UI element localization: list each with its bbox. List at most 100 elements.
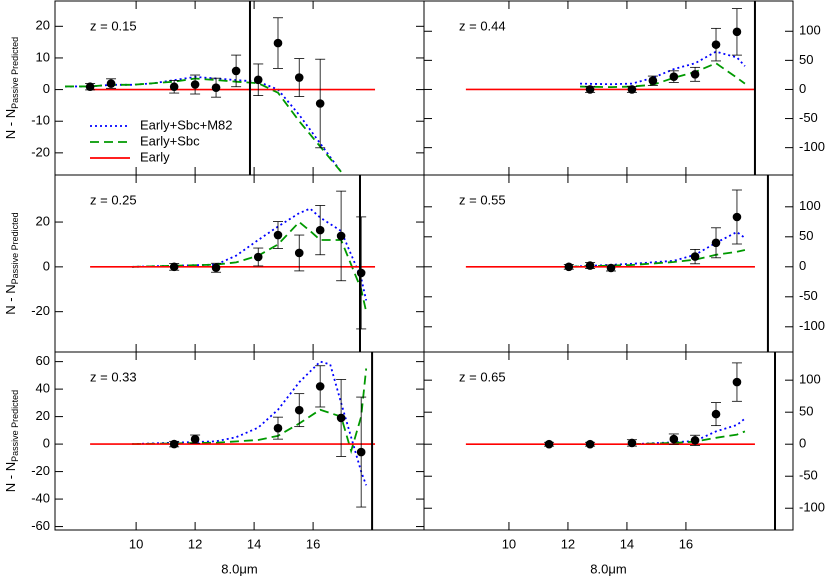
data-point	[294, 405, 304, 415]
y-axis-label: N - NPassive Predicted	[3, 212, 20, 314]
y-axis-label-subscript: Passive Predicted	[10, 390, 20, 462]
data-point	[169, 262, 179, 272]
x-tick-label: 14	[620, 536, 634, 551]
x-axis-label: 8.0μm	[221, 561, 257, 576]
series-line	[631, 430, 746, 446]
data-point	[294, 73, 304, 82]
x-axis-label: 8.0μm	[590, 561, 626, 576]
data-point	[253, 252, 263, 262]
x-tick-label: 16	[306, 536, 320, 551]
data-point	[606, 263, 616, 273]
data-point	[231, 66, 241, 76]
data-point	[169, 439, 179, 449]
data-point	[732, 377, 742, 387]
legend-label: Early+Sbc	[140, 133, 200, 148]
series-line	[131, 220, 368, 312]
y-tick-label: 0	[799, 258, 806, 273]
y-tick-label: -20	[31, 303, 50, 318]
series-line	[131, 207, 368, 301]
data-point	[711, 409, 721, 419]
y-tick-label: 50	[799, 404, 813, 419]
data-point	[315, 382, 325, 391]
data-point	[273, 423, 283, 433]
data-point	[273, 230, 283, 240]
y-tick-label: 100	[799, 372, 821, 387]
y-tick-label: -50	[799, 110, 818, 125]
series-line	[580, 62, 746, 89]
y-tick-label: 10	[36, 49, 50, 64]
data-point	[585, 261, 595, 270]
data-point	[253, 75, 263, 85]
data-point	[544, 439, 554, 449]
data-point	[211, 263, 221, 273]
panel-annotation: z = 0.33	[90, 369, 137, 384]
x-tick-label: 10	[129, 536, 143, 551]
y-tick-label: 50	[799, 228, 813, 243]
data-point	[273, 38, 283, 48]
x-tick-label: 14	[247, 536, 261, 551]
y-tick-label: 0	[799, 436, 806, 451]
data-point	[627, 85, 637, 94]
data-point	[690, 436, 700, 445]
y-axis-label-subscript: Passive Predicted	[10, 212, 20, 284]
y-axis-label: N - NPassive Predicted	[3, 390, 20, 492]
y-axis-label-main: N - N	[3, 109, 18, 139]
data-point	[356, 447, 366, 457]
panel-annotation: z = 0.44	[459, 18, 506, 33]
data-point	[669, 72, 679, 81]
legend-label: Early+Sbc+M82	[140, 117, 233, 132]
y-tick-label: -60	[31, 518, 50, 533]
data-point	[294, 248, 304, 258]
data-point	[564, 262, 574, 272]
data-point	[336, 231, 346, 241]
panel-annotation: z = 0.55	[459, 192, 506, 207]
x-tick-label: 16	[679, 536, 693, 551]
data-point	[585, 439, 595, 449]
series-line	[131, 368, 368, 455]
series-line	[65, 76, 342, 173]
data-point	[669, 434, 679, 444]
data-point	[711, 40, 721, 49]
y-tick-label: -40	[31, 491, 50, 506]
series-line	[569, 230, 746, 268]
y-tick-label: 20	[36, 213, 50, 228]
y-tick-label: -20	[31, 144, 50, 159]
y-tick-label: -50	[799, 288, 818, 303]
data-point	[627, 438, 637, 448]
data-point	[169, 82, 179, 92]
y-tick-label: -100	[799, 139, 825, 154]
panel-annotation: z = 0.65	[459, 369, 506, 384]
series-line	[631, 417, 746, 446]
y-tick-label: 0	[43, 436, 50, 451]
data-point	[690, 252, 700, 261]
y-tick-label: 0	[799, 81, 806, 96]
panel-annotation: z = 0.25	[90, 192, 137, 207]
data-point	[190, 80, 200, 89]
y-tick-label: -100	[799, 500, 825, 515]
data-point	[732, 212, 742, 222]
data-point	[336, 413, 346, 423]
x-tick-label: 12	[188, 536, 202, 551]
data-point	[356, 268, 366, 278]
legend-label: Early	[140, 149, 170, 164]
panel-frame	[423, 351, 794, 531]
y-axis-label: N - NPassive Predicted	[3, 37, 20, 139]
y-tick-label: -100	[799, 318, 825, 333]
y-tick-label: -50	[799, 468, 818, 483]
series-line	[569, 249, 746, 268]
y-tick-label: 100	[799, 23, 821, 38]
panel-annotation: z = 0.15	[90, 18, 137, 33]
data-point	[85, 82, 95, 92]
y-axis-label-main: N - N	[3, 284, 18, 314]
data-point	[711, 238, 721, 248]
y-tick-label: 60	[36, 353, 50, 368]
x-tick-label: 10	[502, 536, 516, 551]
y-tick-label: 20	[36, 408, 50, 423]
series-line	[580, 50, 746, 86]
data-point	[190, 434, 200, 444]
y-tick-label: 100	[799, 198, 821, 213]
data-point	[315, 99, 325, 108]
y-axis-label-main: N - N	[3, 462, 18, 492]
y-tick-label: 50	[799, 52, 813, 67]
